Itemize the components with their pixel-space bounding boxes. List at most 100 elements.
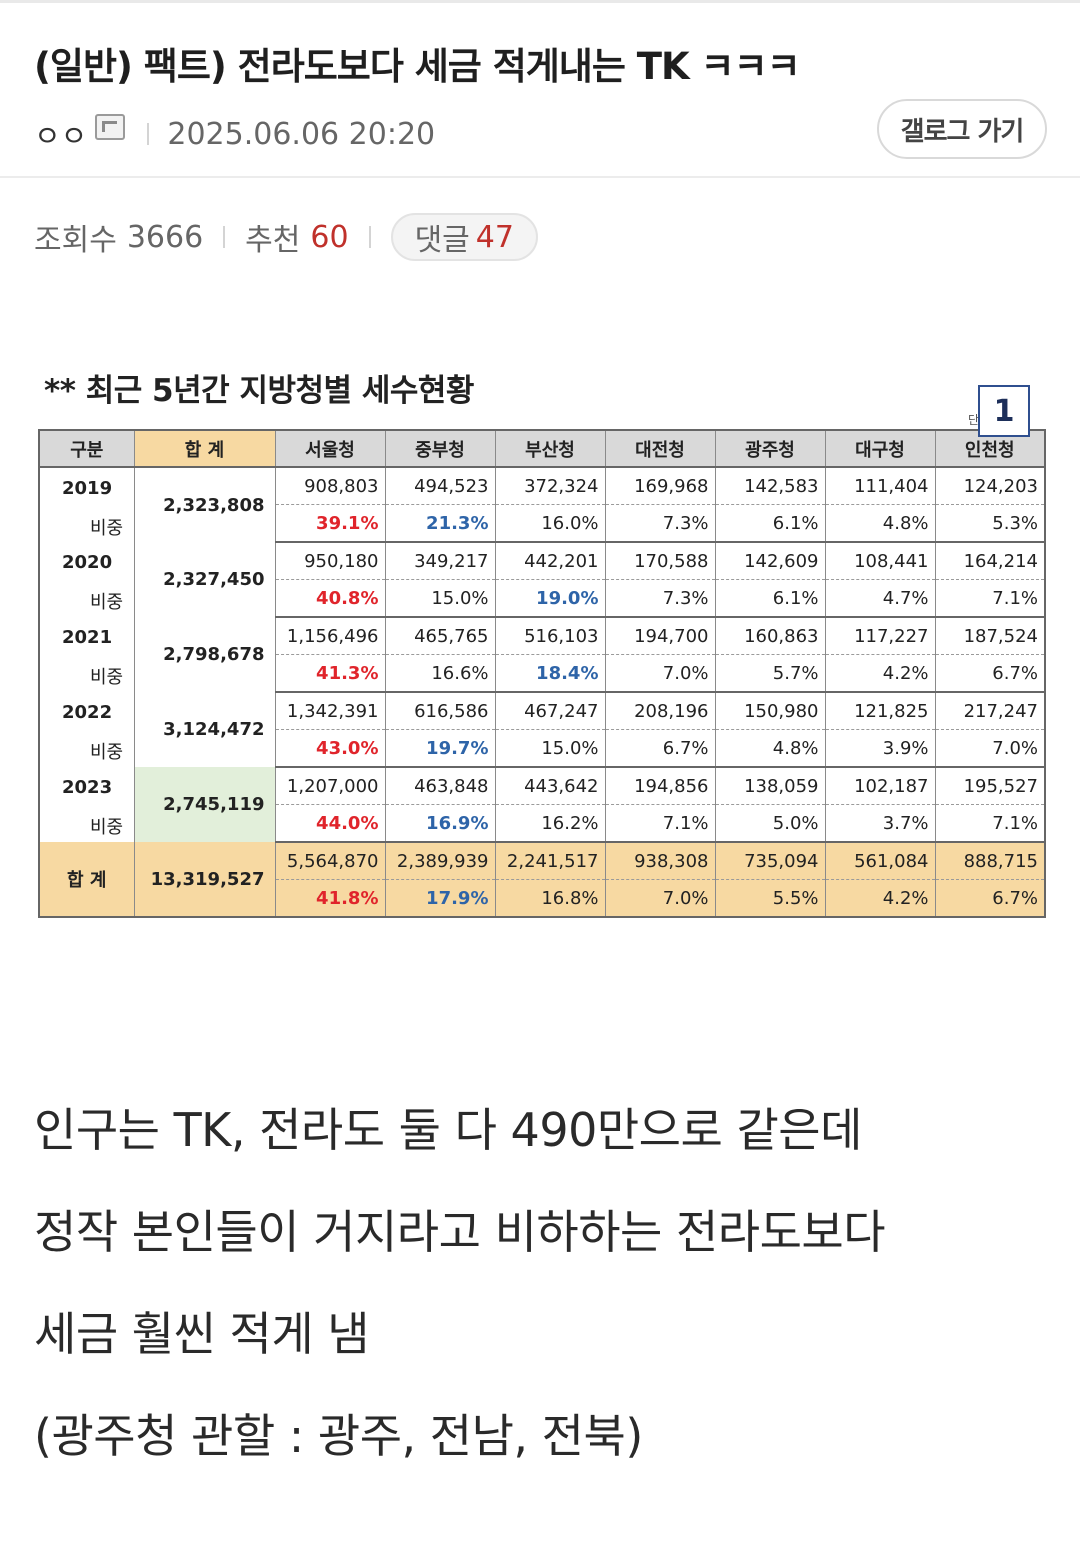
ratio-cell: 6.7%: [604, 729, 716, 768]
value-cell: 349,217: [384, 542, 496, 580]
table-row: 2023 비중 2,745,119 1,207,000 463,848 443,642 19…: [38, 767, 1046, 842]
table-ratio-row: 43.0% 19.7% 15.0% 6.7% 4.8% 3.9% 7.0%: [39, 729, 1046, 768]
post-title: (일반) 팩트) 전라도보다 세금 적게내는 TK ㅋㅋㅋ: [34, 45, 801, 88]
gallog-button[interactable]: 갤로그 가기: [877, 99, 1047, 159]
ratio-cell: 5.3%: [934, 504, 1046, 543]
body-text-line: 인구는 TK, 전라도 둘 다 490만으로 같은데: [34, 1103, 862, 1157]
comments-button[interactable]: 댓글 47: [390, 213, 538, 261]
ratio-label: 비중: [90, 817, 124, 838]
ratio-cell: 7.3%: [604, 579, 716, 618]
comments-count: 47: [475, 219, 514, 255]
value-cell: 616,586: [384, 692, 496, 730]
value-cell: 463,848: [384, 767, 496, 805]
ratio-cell: 17.9%: [384, 879, 496, 918]
ratio-cell: 7.1%: [934, 579, 1046, 618]
ratio-cell: 39.1%: [274, 504, 386, 543]
value-cell: 170,588: [604, 542, 716, 580]
value-cell: 124,203: [934, 467, 1046, 505]
value-cell: 2,389,939: [384, 842, 496, 880]
sum-cell: 13,319,527: [133, 842, 276, 917]
sum-cell: 2,798,678: [133, 617, 276, 692]
table-row: 합 계 13,319,527 5,564,870 2,389,939 2,241,517…: [38, 842, 1046, 917]
body-text-line: (광주청 관할 : 광주, 전남, 전북): [34, 1409, 643, 1463]
ratio-cell: 3.7%: [824, 804, 936, 843]
total-label-cell: 합 계: [38, 842, 135, 917]
value-cell: 187,524: [934, 617, 1046, 655]
value-cell: 1,207,000: [274, 767, 386, 805]
value-cell: 908,803: [274, 467, 386, 505]
value-cell: 1,342,391: [274, 692, 386, 730]
ratio-cell: 44.0%: [274, 804, 386, 843]
post-meta: ㅇㅇ 2025.06.06 20:20: [34, 112, 435, 156]
table-ratio-row: 39.1% 21.3% 16.0% 7.3% 6.1% 4.8% 5.3%: [39, 504, 1046, 543]
recommend-label: 추천: [245, 223, 301, 258]
value-cell: 735,094: [714, 842, 826, 880]
ratio-cell: 3.9%: [824, 729, 936, 768]
value-cell: 108,441: [824, 542, 936, 580]
value-cell: 208,196: [604, 692, 716, 730]
ratio-cell: 16.0%: [494, 504, 606, 543]
body-text-line: 세금 훨씬 적게 냄: [34, 1307, 370, 1361]
value-cell: 150,980: [714, 692, 826, 730]
year-cell: 2023 비중: [38, 767, 135, 842]
ratio-cell: 7.0%: [934, 729, 1046, 768]
year-cell: 2020 비중: [38, 542, 135, 617]
image-index-badge[interactable]: 1: [978, 385, 1030, 437]
value-cell: 516,103: [494, 617, 606, 655]
ratio-cell: 41.3%: [274, 654, 386, 693]
fixed-nick-icon: [95, 114, 126, 140]
value-cell: 138,059: [714, 767, 826, 805]
value-cell: 164,214: [934, 542, 1046, 580]
table-ratio-row: 44.0% 16.9% 16.2% 7.1% 5.0% 3.7% 7.1%: [39, 804, 1046, 843]
table-header-cell: 부산청: [494, 430, 606, 468]
meta-divider: [147, 123, 150, 145]
value-cell: 938,308: [604, 842, 716, 880]
year-cell: 2019 비중: [38, 467, 135, 542]
table-header-cell: 대구청: [824, 430, 936, 468]
post-stats: 조회수 3666 추천 60 댓글 47: [34, 212, 538, 262]
header-divider: [0, 176, 1080, 178]
table-caption: ** 최근 5년간 지방청별 세수현황: [44, 373, 474, 409]
value-cell: 372,324: [494, 467, 606, 505]
value-cell: 5,564,870: [274, 842, 386, 880]
table-ratio-row: 41.3% 16.6% 18.4% 7.0% 5.7% 4.2% 6.7%: [39, 654, 1046, 693]
ratio-cell: 5.0%: [714, 804, 826, 843]
value-cell: 442,201: [494, 542, 606, 580]
ratio-cell: 19.7%: [384, 729, 496, 768]
sum-cell: 2,323,808: [133, 467, 276, 542]
sum-cell: 3,124,472: [133, 692, 276, 767]
top-border: [0, 0, 1080, 3]
value-cell: 111,404: [824, 467, 936, 505]
views-label: 조회수: [34, 223, 117, 258]
ratio-label: 비중: [90, 667, 124, 688]
year-cell: 2021 비중: [38, 617, 135, 692]
value-cell: 102,187: [824, 767, 936, 805]
ratio-cell: 7.1%: [604, 804, 716, 843]
ratio-cell: 16.9%: [384, 804, 496, 843]
value-cell: 142,609: [714, 542, 826, 580]
year-label: 2020: [62, 552, 113, 573]
tax-table-image: ** 최근 5년간 지방청별 세수현황 단위:% 구분합 계서울청중부청부산청대…: [30, 355, 1050, 918]
value-cell: 121,825: [824, 692, 936, 730]
table-header-row: 구분 합 계 서울청 중부청 부산청 대전청 광주청 대구청 인천청: [38, 430, 1046, 468]
ratio-cell: 7.0%: [604, 654, 716, 693]
ratio-cell: 18.4%: [494, 654, 606, 693]
ratio-cell: 7.0%: [604, 879, 716, 918]
table-header-cell: 서울청: [274, 430, 386, 468]
ratio-cell: 7.3%: [604, 504, 716, 543]
ratio-cell: 16.6%: [384, 654, 496, 693]
ratio-cell: 6.1%: [714, 579, 826, 618]
views-count: 3666: [126, 219, 204, 255]
ratio-cell: 5.7%: [714, 654, 826, 693]
value-cell: 142,583: [714, 467, 826, 505]
sum-cell: 2,327,450: [133, 542, 276, 617]
ratio-cell: 4.2%: [824, 654, 936, 693]
table-header-cell: 인천청: [934, 430, 1046, 468]
comments-label: 댓글: [414, 223, 470, 258]
value-cell: 494,523: [384, 467, 496, 505]
year-label: 2023: [62, 777, 113, 798]
author-name[interactable]: ㅇㅇ: [34, 119, 88, 153]
total-label: 합 계: [67, 870, 107, 891]
value-cell: 117,227: [824, 617, 936, 655]
ratio-cell: 21.3%: [384, 504, 496, 543]
